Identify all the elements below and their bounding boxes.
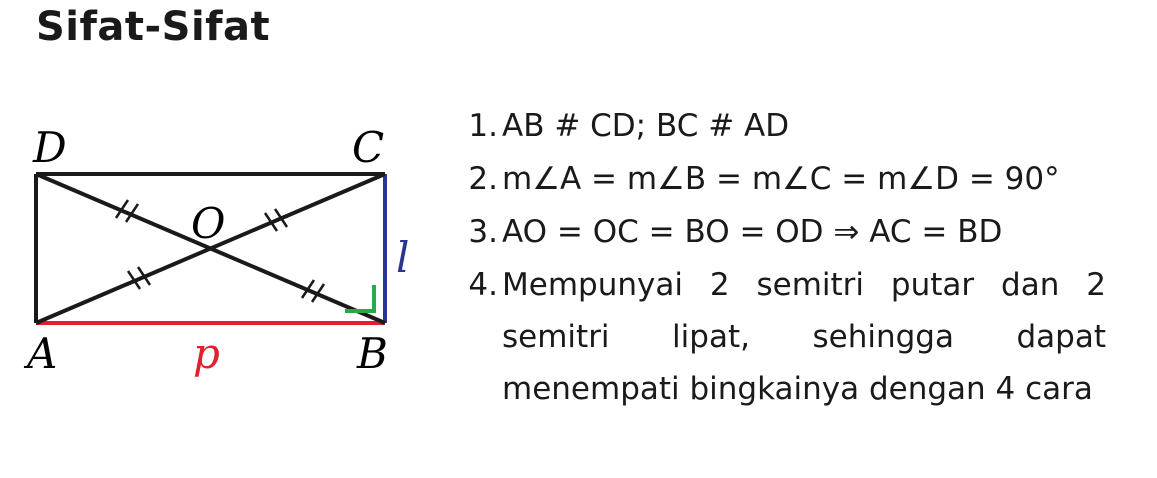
vertex-label-c: C <box>352 123 384 172</box>
side-label-p: p <box>193 329 220 378</box>
diagonal-ac <box>35 172 386 325</box>
list-item: 4. Mempunyai 2 semitri putar dan 2 semit… <box>460 259 1110 415</box>
vertex-label-d: D <box>32 123 67 172</box>
tick-mark-oc <box>263 208 289 232</box>
page-title: Sifat-Sifat <box>36 4 271 50</box>
item-text: AO = OC = BO = OD ⇒ AC = BD <box>502 214 1003 250</box>
list-item: 1. AB # CD; BC # AD <box>460 100 1110 152</box>
item-text: Mempunyai 2 semitri putar dan 2 semitri … <box>502 267 1106 407</box>
item-text: m∠A = m∠B = m∠C = m∠D = 90° <box>502 161 1060 197</box>
properties-list: 1. AB # CD; BC # AD 2. m∠A = m∠B = m∠C =… <box>460 100 1110 416</box>
item-text: AB # CD; BC # AD <box>502 108 790 144</box>
side-label-l: l <box>396 233 409 282</box>
list-item: 2. m∠A = m∠B = m∠C = m∠D = 90° <box>460 153 1110 205</box>
item-number: 4. <box>468 267 498 303</box>
vertex-label-o: O <box>191 199 225 248</box>
tick-mark-do <box>114 199 140 223</box>
list-item: 3. AO = OC = BO = OD ⇒ AC = BD <box>460 206 1110 258</box>
tick-mark-ob <box>300 279 326 303</box>
item-number: 3. <box>468 214 498 250</box>
right-angle-mark <box>345 285 376 313</box>
vertex-label-a: A <box>23 329 57 378</box>
item-number: 1. <box>468 108 498 144</box>
tick-mark-ao <box>126 266 152 290</box>
item-number: 2. <box>468 161 498 197</box>
rectangle-diagram: D C O A B p l <box>23 123 409 378</box>
vertex-label-b: B <box>356 329 388 378</box>
